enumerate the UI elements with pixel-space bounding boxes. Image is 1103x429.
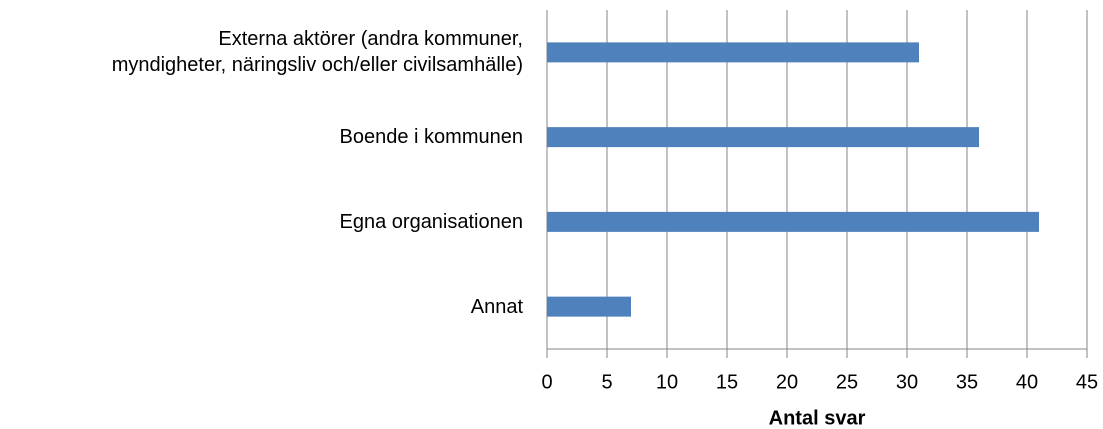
x-axis-label: Antal svar — [769, 407, 866, 429]
x-tick-label: 15 — [716, 371, 738, 393]
y-tick-label: Annat — [470, 295, 523, 318]
x-tick-label: 0 — [541, 371, 552, 393]
y-tick-label: Boende i kommunen — [339, 126, 523, 149]
x-tick-label: 45 — [1076, 371, 1098, 393]
x-tick-label: 35 — [956, 371, 978, 393]
bar — [547, 296, 631, 317]
bar — [547, 127, 979, 148]
x-tick-label: 10 — [656, 371, 678, 393]
bar — [547, 42, 919, 63]
x-tick-label: 30 — [896, 371, 918, 393]
y-tick-label: Egna organisationen — [339, 210, 523, 233]
y-tick-label: Externa aktörer (andra kommuner, myndigh… — [111, 28, 523, 77]
x-tick-label: 20 — [776, 371, 798, 393]
bar — [547, 211, 1039, 232]
x-tick-label: 5 — [601, 371, 612, 393]
x-tick-label: 40 — [1016, 371, 1038, 393]
x-tick-label: 25 — [836, 371, 858, 393]
